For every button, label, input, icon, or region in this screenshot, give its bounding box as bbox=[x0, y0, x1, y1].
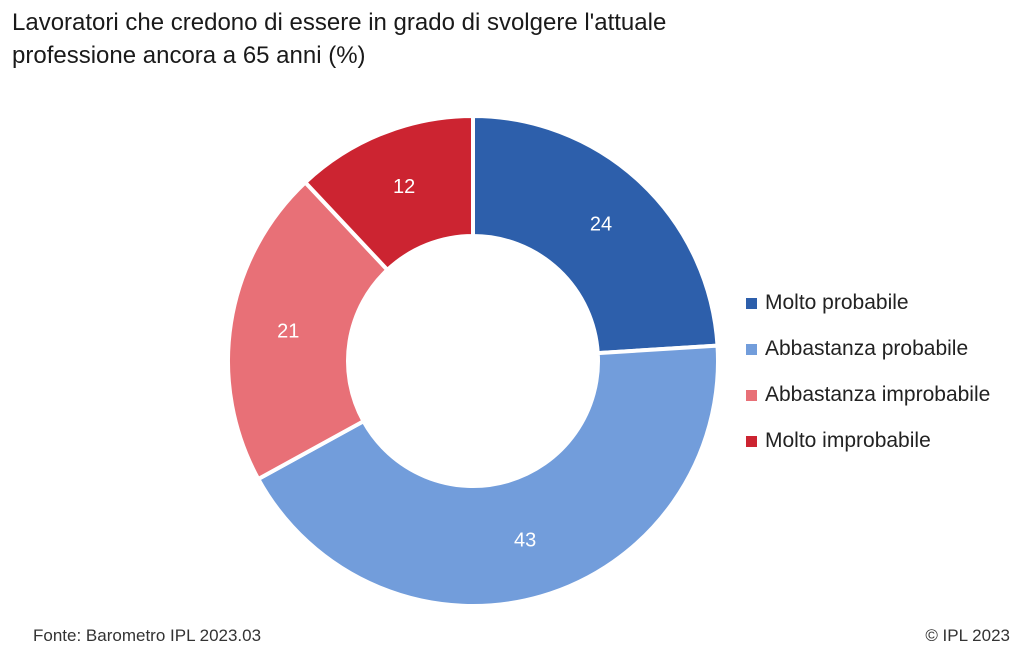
legend-swatch bbox=[746, 297, 757, 309]
legend-item: Molto improbabile bbox=[746, 426, 990, 456]
legend-label: Molto probabile bbox=[765, 291, 909, 314]
chart-title-line-1: Lavoratori che credono di essere in grad… bbox=[12, 9, 667, 36]
slice-data-label: 12 bbox=[393, 176, 415, 198]
donut-slice bbox=[226, 179, 391, 482]
chart-title: Lavoratori che credono di essere in grad… bbox=[12, 6, 772, 72]
slice-data-label: 24 bbox=[590, 214, 612, 236]
legend-swatch bbox=[746, 435, 757, 447]
legend-label: Abbastanza probabile bbox=[765, 337, 969, 360]
legend-swatch bbox=[746, 343, 757, 355]
slice-data-label: 43 bbox=[514, 530, 536, 552]
copyright-note: © IPL 2023 bbox=[925, 626, 1010, 645]
donut-slice bbox=[255, 343, 720, 608]
chart-legend: Molto probabile Abbastanza probabile Abbas… bbox=[746, 288, 990, 472]
chart-title-line-2: professione ancora a 65 anni (%) bbox=[12, 42, 366, 69]
source-note: Fonte: Barometro IPL 2023.03 bbox=[33, 626, 262, 645]
legend-item: Abbastanza improbabile bbox=[746, 380, 990, 410]
legend-item: Molto probabile bbox=[746, 288, 990, 318]
legend-item: Abbastanza probabile bbox=[746, 334, 990, 364]
donut-slice bbox=[302, 113, 475, 273]
legend-label: Molto improbabile bbox=[765, 429, 931, 452]
donut-slice bbox=[471, 113, 720, 356]
legend-swatch bbox=[746, 389, 757, 401]
legend-label: Abbastanza improbabile bbox=[765, 383, 991, 406]
slice-data-label: 21 bbox=[277, 321, 299, 343]
